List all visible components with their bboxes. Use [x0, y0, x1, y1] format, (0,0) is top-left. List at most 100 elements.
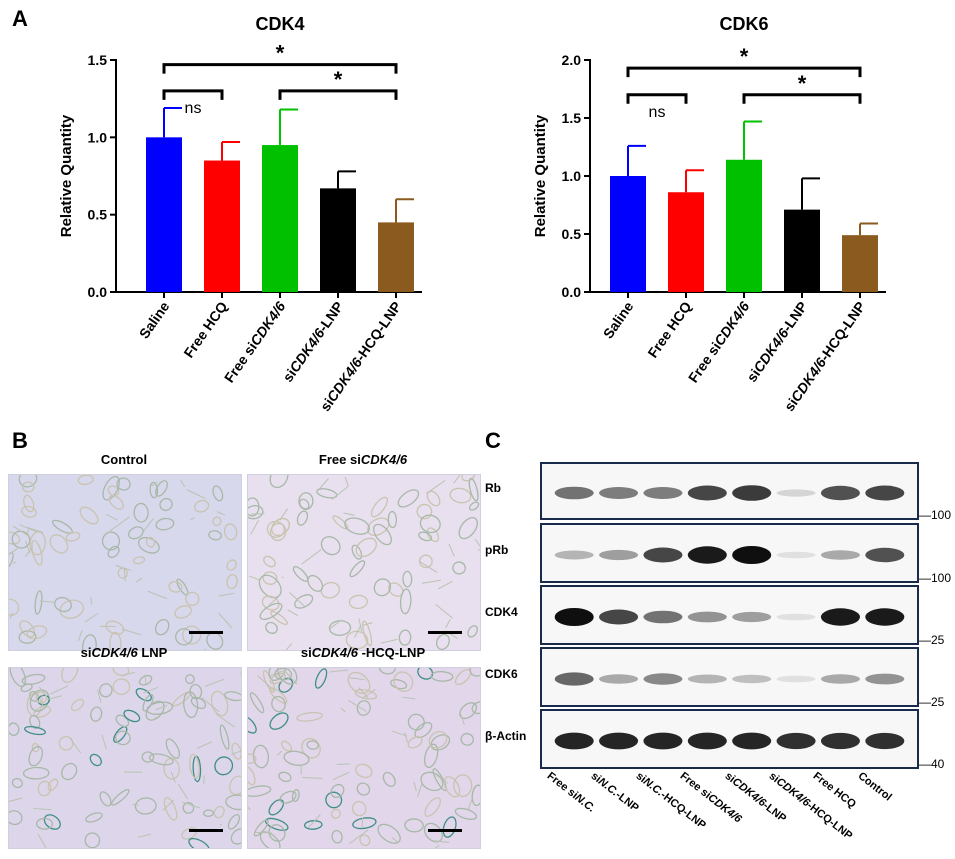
cdk6-bar-chart: CDK6 0.0 0.5 1.0 1.5 2.0 Relative Quantity Sali… — [532, 14, 886, 414]
blot-bands — [554, 485, 905, 501]
blot-strip — [540, 709, 919, 769]
blot-band — [687, 546, 727, 564]
blot-bands — [554, 608, 905, 626]
significance-label: * — [798, 71, 807, 96]
significance-bracket — [742, 93, 862, 104]
y-axis-label: Relative Quantity — [58, 114, 75, 237]
blot-band — [732, 674, 772, 684]
blot-band — [820, 674, 860, 684]
blot-strip — [540, 585, 919, 645]
panel-letter-c: C — [485, 428, 501, 453]
bar — [726, 159, 762, 292]
micrograph-image — [247, 474, 481, 651]
blot-band — [820, 608, 860, 626]
blot-band — [732, 732, 772, 750]
bar — [262, 145, 298, 292]
blot-band — [820, 485, 860, 501]
blot-band — [599, 732, 639, 750]
blot-band — [599, 674, 639, 684]
blot-lane-label: siCDK4/6-HCQ-LNP — [766, 770, 855, 843]
x-tick-label: Saline — [136, 298, 173, 341]
x-tick-label: siCDK4/6-LNP — [743, 299, 810, 385]
blot-band — [776, 675, 816, 683]
blot-band — [865, 732, 905, 750]
scale-bar — [428, 829, 462, 832]
molecular-weight-marker: —25 — [919, 633, 945, 647]
micrograph-image — [247, 667, 481, 849]
micrograph-label: Control — [100, 452, 148, 467]
scale-bar — [189, 829, 223, 832]
x-tick-label: Free siCDK4/6 — [221, 298, 289, 385]
y-tick-label: 1.5 — [88, 52, 108, 68]
blot-strip — [540, 523, 919, 583]
bar — [204, 160, 240, 292]
y-tick-label: 0.0 — [88, 284, 108, 300]
significance-label: * — [276, 41, 285, 66]
blot-row-label: CDK6 — [485, 667, 518, 681]
scale-bar — [189, 631, 223, 634]
y-tick-label: 2.0 — [562, 52, 582, 68]
significance-label: ns — [649, 104, 666, 121]
blot-band — [820, 550, 860, 560]
blot-band — [643, 610, 683, 624]
blot-band — [776, 732, 816, 750]
blot-strip — [540, 647, 919, 707]
blot-band — [865, 608, 905, 626]
blot-row-label: CDK4 — [485, 605, 518, 619]
blot-bands — [554, 546, 905, 564]
panel-letter-a: A — [12, 6, 28, 31]
blot-strip — [540, 462, 919, 520]
x-tick-label: Free HCQ — [180, 298, 230, 360]
molecular-weight-marker: —100 — [919, 571, 952, 585]
blot-lane-label: siN.C.-LNP — [588, 770, 642, 815]
blot-lane-label: Control — [855, 770, 894, 804]
significance-bracket — [162, 89, 224, 100]
blot-bands — [554, 732, 905, 750]
blot-band — [865, 673, 905, 685]
y-tick-label: 1.0 — [88, 129, 108, 145]
blot-band — [776, 489, 816, 497]
x-tick-label: Saline — [600, 298, 637, 341]
bar — [668, 192, 704, 292]
blot-band — [865, 547, 905, 563]
y-tick-label: 1.0 — [562, 168, 582, 184]
y-tick-label: 1.5 — [562, 110, 582, 126]
blot-band — [776, 551, 816, 559]
y-axis-label: Relative Quantity — [532, 114, 549, 237]
x-tick-label: Free siCDK4/6 — [685, 298, 753, 385]
significance-bracket — [626, 66, 862, 78]
chart-title: CDK4 — [255, 14, 304, 34]
blot-band — [554, 732, 594, 750]
chart-title: CDK6 — [719, 14, 768, 34]
blot-band — [687, 674, 727, 684]
blot-band — [643, 487, 683, 499]
cell-texture — [9, 668, 241, 848]
blot-band — [643, 732, 683, 750]
bar — [610, 176, 646, 292]
micrograph-label: Free siCDK4/6 — [318, 452, 408, 467]
bar — [842, 235, 878, 292]
blot-band — [599, 487, 639, 499]
blot-band — [776, 613, 816, 621]
blot-band — [643, 547, 683, 563]
bar — [784, 209, 820, 292]
blot-row-label: pRb — [485, 543, 509, 557]
blot-band — [554, 486, 594, 500]
blot-band — [643, 673, 683, 685]
blot-band — [687, 485, 727, 501]
scale-bar — [428, 631, 462, 634]
blot-band — [599, 609, 639, 625]
bar — [320, 188, 356, 292]
significance-bracket — [278, 89, 398, 100]
micrograph-image — [8, 667, 242, 849]
molecular-weight-marker: —100 — [919, 508, 952, 522]
y-tick-label: 0.5 — [88, 207, 108, 223]
micrograph-label: siCDK4/6 LNP — [80, 645, 168, 660]
significance-bracket — [162, 63, 398, 74]
significance-label: ns — [185, 100, 202, 117]
micrograph-image — [8, 474, 242, 651]
micrograph-label: siCDK4/6 -HCQ-LNP — [300, 645, 426, 660]
blot-band — [732, 546, 772, 564]
x-tick-label: Free HCQ — [644, 298, 694, 360]
